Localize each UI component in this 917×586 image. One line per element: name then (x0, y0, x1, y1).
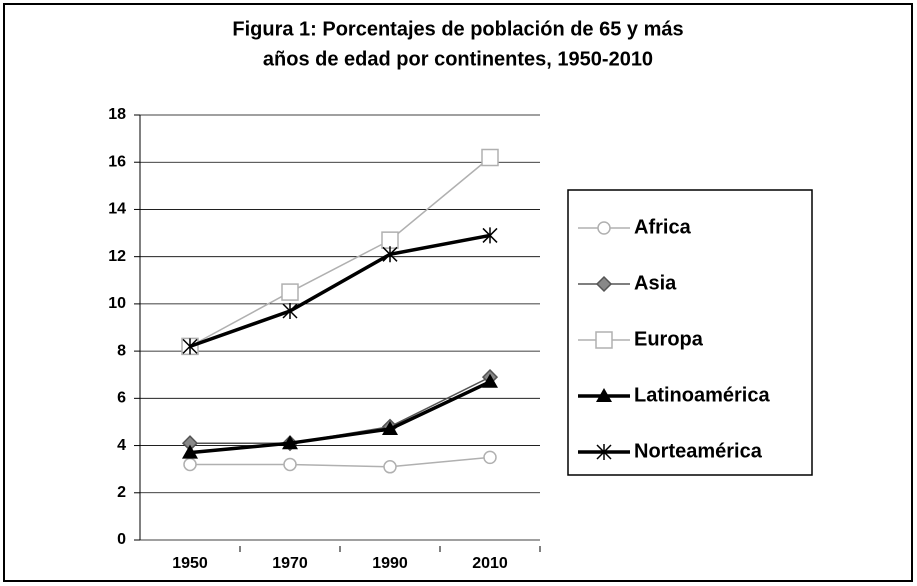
legend-label: Africa (634, 216, 692, 238)
series-line (189, 156, 491, 348)
legend-label: Latinoamérica (634, 384, 770, 406)
y-tick-label: 4 (117, 437, 126, 454)
y-tick-label: 0 (117, 531, 126, 548)
series-line (190, 456, 491, 468)
legend-marker (597, 221, 611, 235)
data-point (182, 338, 198, 355)
data-point (383, 460, 397, 474)
x-tick-label: 2010 (472, 555, 508, 572)
data-point (283, 457, 297, 472)
legend-label: Europa (634, 328, 704, 350)
data-point (482, 373, 498, 388)
data-point (282, 435, 298, 450)
data-point (382, 421, 398, 436)
y-tick-label: 8 (117, 342, 126, 359)
chart-title: años de edad por continentes, 1950-2010 (263, 48, 653, 70)
x-tick-label: 1970 (272, 555, 308, 572)
legend-marker (596, 388, 612, 402)
data-point (483, 450, 497, 465)
x-tick-label: 1990 (372, 555, 408, 572)
legend-marker (595, 331, 613, 349)
y-tick-label: 10 (108, 295, 126, 312)
data-point (183, 457, 197, 472)
y-tick-label: 2 (117, 484, 126, 501)
legend-marker (595, 275, 613, 293)
legend-label: Asia (634, 272, 677, 294)
y-tick-label: 12 (108, 248, 126, 265)
y-tick-label: 16 (108, 153, 126, 170)
data-point (282, 302, 298, 319)
y-tick-label: 6 (117, 390, 126, 407)
y-tick-label: 18 (108, 106, 126, 123)
data-point (281, 283, 299, 301)
data-point (182, 444, 198, 459)
series-line (189, 233, 491, 349)
data-point (381, 231, 399, 249)
legend-label: Norteamérica (634, 440, 763, 462)
chart-title: Figura 1: Porcentajes de población de 65… (232, 18, 683, 40)
y-tick-label: 14 (108, 201, 126, 218)
legend-marker (596, 444, 612, 460)
data-point (481, 148, 499, 167)
series-line (189, 380, 491, 455)
x-tick-label: 1950 (172, 555, 208, 572)
data-point (382, 246, 398, 263)
data-point (482, 227, 498, 244)
